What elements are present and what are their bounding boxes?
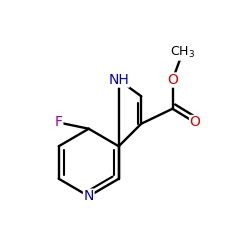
- Text: NH: NH: [108, 73, 129, 87]
- Text: N: N: [84, 189, 94, 203]
- Text: O: O: [190, 116, 200, 130]
- Text: CH$_3$: CH$_3$: [170, 45, 195, 60]
- Text: F: F: [55, 116, 63, 130]
- Text: O: O: [167, 73, 178, 87]
